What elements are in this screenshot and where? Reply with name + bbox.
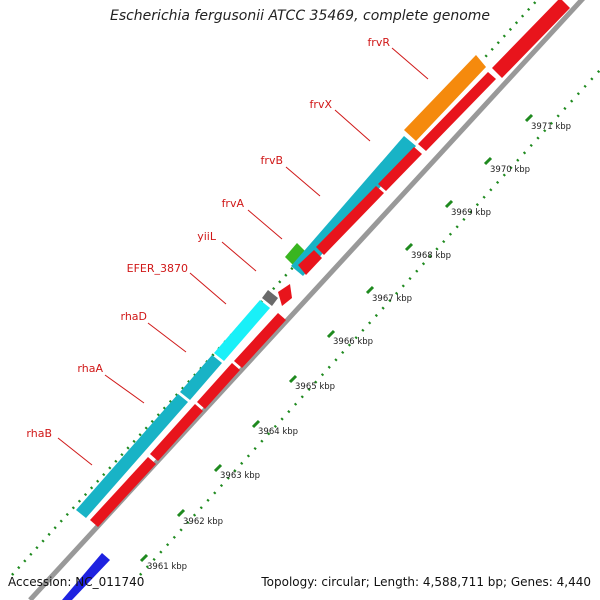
ruler-label-3961: 3961 kbp xyxy=(147,562,187,572)
ruler-major-tick xyxy=(404,242,414,252)
genome-backbone xyxy=(28,0,586,600)
red-gene-3[interactable] xyxy=(197,363,240,409)
leader-yiiL xyxy=(221,241,257,272)
gene-frvR[interactable] xyxy=(404,55,486,141)
label-frvR: frvR xyxy=(367,36,390,49)
blue-gene[interactable] xyxy=(62,553,110,600)
ruler-label-3967: 3967 kbp xyxy=(372,294,412,304)
label-frvA: frvA xyxy=(222,197,245,210)
gene-yiiL[interactable] xyxy=(285,243,305,265)
leader-frvA xyxy=(247,209,283,240)
ruler-label-3963: 3963 kbp xyxy=(220,471,260,481)
leader-frvX xyxy=(334,109,371,142)
leader-frvB xyxy=(285,166,321,197)
red-gene-1[interactable] xyxy=(90,457,156,527)
ruler-major-tick xyxy=(176,508,186,518)
red-gene-6[interactable] xyxy=(298,250,322,275)
gene-rhaB[interactable] xyxy=(76,394,188,518)
forward-strand-genes xyxy=(76,55,486,518)
ruler-label-3965: 3965 kbp xyxy=(295,382,335,392)
ruler-major-tick xyxy=(444,199,454,209)
red-gene-7[interactable] xyxy=(316,186,384,255)
accession-text: Accession: NC_011740 xyxy=(8,575,145,589)
ruler-major-tick xyxy=(139,553,149,563)
red-gene-2[interactable] xyxy=(150,404,203,461)
label-rhaA: rhaA xyxy=(77,362,103,375)
ruler-label-3968: 3968 kbp xyxy=(411,251,451,261)
reverse-strand-genes xyxy=(90,0,570,527)
red-gene-9[interactable] xyxy=(418,72,496,151)
leader-rhaA xyxy=(104,374,145,404)
label-rhaD: rhaD xyxy=(120,310,147,323)
label-EFER_3870: EFER_3870 xyxy=(127,262,188,275)
red-gene-5[interactable] xyxy=(278,284,292,306)
gene-rhaA[interactable] xyxy=(180,355,222,400)
ruler-label-3971: 3971 kbp xyxy=(531,122,571,132)
ruler-label-3966: 3966 kbp xyxy=(333,337,373,347)
gene-EFER_3870[interactable] xyxy=(262,290,278,306)
label-leaders xyxy=(57,47,429,466)
ruler-label-3964: 3964 kbp xyxy=(258,427,298,437)
leader-frvR xyxy=(391,47,429,80)
label-rhaB: rhaB xyxy=(26,427,52,440)
ruler-major-tick xyxy=(524,113,534,123)
ruler-major-tick xyxy=(365,285,375,295)
genome-summary-text: Topology: circular; Length: 4,588,711 bp… xyxy=(261,575,591,589)
label-frvB: frvB xyxy=(261,154,283,167)
leader-rhaD xyxy=(147,322,187,353)
red-gene-10[interactable] xyxy=(492,0,570,78)
gene-rhaD[interactable] xyxy=(214,300,270,361)
ruler-major-tick xyxy=(326,329,336,339)
label-frvX: frvX xyxy=(310,98,333,111)
ruler-label-3962: 3962 kbp xyxy=(183,517,223,527)
ruler-label-3969: 3969 kbp xyxy=(451,208,491,218)
ruler-label-3970: 3970 kbp xyxy=(490,165,530,175)
map-title: Escherichia fergusonii ATCC 35469, compl… xyxy=(109,8,491,24)
leader-rhaB xyxy=(57,437,93,466)
inner-tick-track xyxy=(139,69,600,576)
red-gene-4[interactable] xyxy=(234,313,286,368)
ruler-major-tick xyxy=(213,463,223,473)
ruler-major-tick xyxy=(483,156,493,166)
ruler-major-tick xyxy=(288,374,298,384)
red-gene-8[interactable] xyxy=(378,147,422,191)
leader-EFER_3870 xyxy=(189,272,227,305)
ruler-major-tick xyxy=(251,419,261,429)
label-yiiL: yiiL xyxy=(197,230,217,243)
